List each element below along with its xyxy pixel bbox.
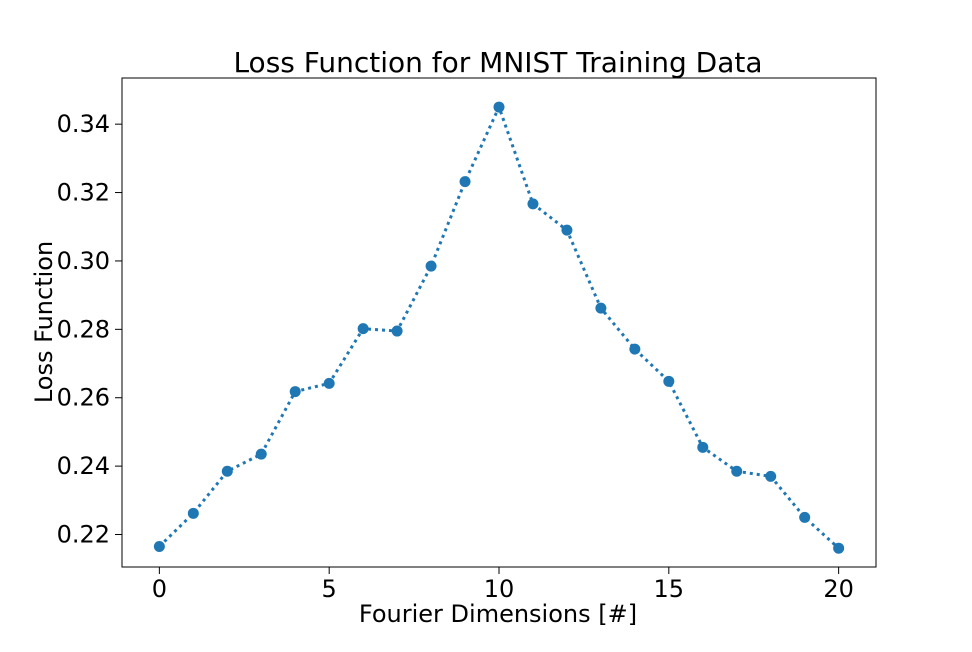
y-tick-label: 0.30 <box>57 247 110 275</box>
data-point <box>527 198 539 210</box>
chart-title: Loss Function for MNIST Training Data <box>233 46 762 79</box>
y-tick-label: 0.22 <box>57 521 110 549</box>
data-point <box>187 507 199 519</box>
data-point <box>459 176 471 188</box>
data-point <box>425 260 437 272</box>
x-axis-label: Fourier Dimensions [#] <box>359 600 637 628</box>
data-point <box>799 511 811 523</box>
data-point <box>833 542 845 554</box>
data-point <box>357 323 369 335</box>
data-point <box>153 540 165 552</box>
x-tick-label: 5 <box>322 575 337 603</box>
data-point <box>221 465 233 477</box>
data-point <box>323 377 335 389</box>
data-point <box>493 101 505 113</box>
x-tick-label: 0 <box>152 575 167 603</box>
data-point <box>629 343 641 355</box>
plot-area: 0 5 10 15 20 0.22 0.24 0.26 0.28 0.30 0.32 0.34 <box>57 77 877 603</box>
y-axis-label: Loss Function <box>30 241 58 403</box>
y-tick-label: 0.26 <box>57 384 110 412</box>
data-point <box>595 302 607 314</box>
data-point <box>765 470 777 482</box>
data-point <box>391 325 403 337</box>
data-point <box>697 441 709 453</box>
y-tick-label: 0.32 <box>57 179 110 207</box>
data-point <box>289 386 301 398</box>
x-tick-label: 20 <box>823 575 854 603</box>
data-point <box>663 375 675 387</box>
x-tick-label: 10 <box>484 575 515 603</box>
data-point <box>255 448 267 460</box>
y-tick-label: 0.24 <box>57 452 110 480</box>
data-point <box>731 465 743 477</box>
x-tick-label: 15 <box>654 575 685 603</box>
data-point <box>561 224 573 236</box>
y-tick-label: 0.28 <box>57 315 110 343</box>
y-tick-label: 0.34 <box>57 110 110 138</box>
